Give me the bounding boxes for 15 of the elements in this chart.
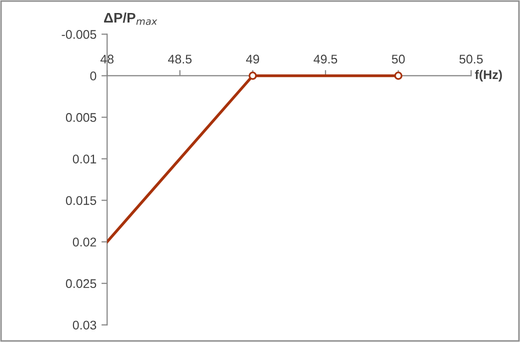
x-tick-label: 50.5 bbox=[459, 54, 483, 64]
x-tick-label: 49.5 bbox=[314, 54, 338, 64]
y-tick-label: -0.005 bbox=[62, 30, 96, 39]
y-tick-label: 0.025 bbox=[66, 279, 96, 288]
y-tick-label: 0.03 bbox=[72, 320, 96, 330]
y-tick-label: 0.015 bbox=[66, 196, 96, 205]
x-tick-label: 49 bbox=[246, 54, 260, 64]
y-tick-label: 0.005 bbox=[66, 113, 96, 122]
x-tick-label: 50 bbox=[392, 54, 405, 64]
y-tick-label: 0.01 bbox=[72, 154, 96, 164]
y-tick-label: 0 bbox=[90, 72, 96, 80]
x-axis-title: f(Hz) bbox=[474, 70, 502, 82]
x-tick-label: 48.5 bbox=[168, 54, 192, 64]
y-axis-title: ΔP/P$_{max}$ bbox=[104, 12, 158, 25]
y-tick-label: 0.02 bbox=[72, 238, 96, 246]
